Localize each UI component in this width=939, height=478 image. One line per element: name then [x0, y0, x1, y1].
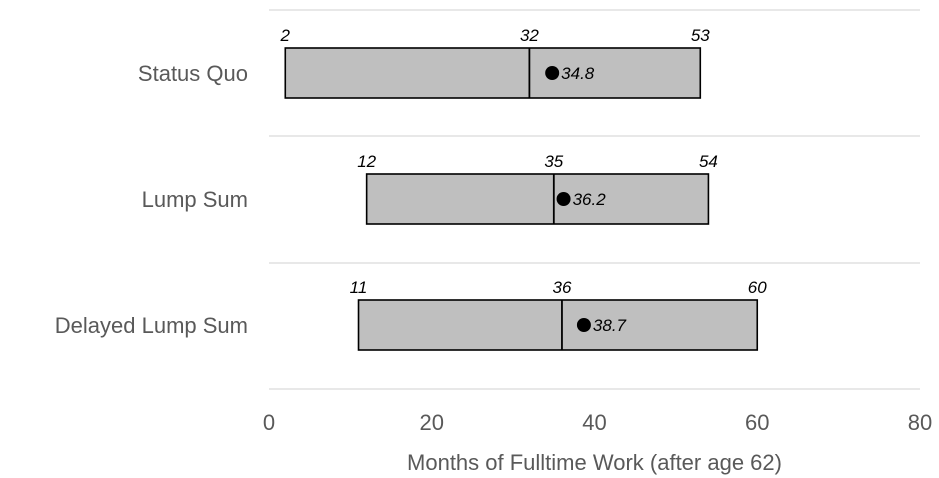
labels: Status Quo 2 32 53 34.8 Lump Sum 12 35 54 36.2 Del… [55, 26, 767, 338]
x-tick-label: 60 [745, 410, 769, 435]
high-value-label: 53 [691, 26, 710, 45]
mean-marker [556, 192, 571, 206]
category-label: Status Quo [138, 61, 248, 86]
x-tick-label: 0 [263, 410, 275, 435]
mean-value-label: 34.8 [561, 64, 595, 83]
x-axis: 0 20 40 60 80 Months of Fulltime Work (after … [263, 410, 932, 475]
range-box [365, 173, 710, 225]
low-value-label: 12 [357, 152, 376, 171]
range-box [284, 47, 702, 99]
x-tick-label: 80 [908, 410, 932, 435]
mean-value-label: 36.2 [573, 190, 607, 209]
median-value-label: 35 [544, 152, 563, 171]
category-label: Delayed Lump Sum [55, 313, 248, 338]
range-box [357, 299, 759, 351]
x-tick-label: 20 [420, 410, 444, 435]
mean-marker [545, 66, 560, 80]
mean-marker [576, 318, 591, 332]
category-label: Lump Sum [142, 187, 248, 212]
x-axis-title: Months of Fulltime Work (after age 62) [407, 450, 782, 475]
mean-value-label: 38.7 [593, 316, 627, 335]
median-value-label: 36 [552, 278, 571, 297]
gridlines [269, 9, 920, 390]
low-value-label: 11 [350, 278, 368, 297]
high-value-label: 60 [748, 278, 767, 297]
boxes [284, 47, 759, 351]
x-tick-label: 40 [582, 410, 606, 435]
median-value-label: 32 [520, 26, 539, 45]
low-value-label: 2 [280, 26, 291, 45]
high-value-label: 54 [699, 152, 718, 171]
